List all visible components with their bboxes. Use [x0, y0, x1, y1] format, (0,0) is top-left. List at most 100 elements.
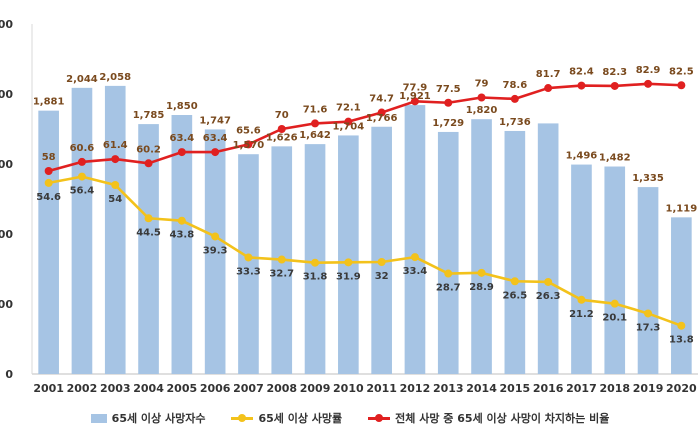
share-value-label: 61.4	[103, 140, 128, 151]
legend-item-rate: 65세 이상 사망률	[231, 410, 342, 426]
share-value-label: 63.4	[170, 133, 195, 144]
share-point	[211, 148, 220, 157]
rate-point	[211, 232, 220, 241]
x-tick-label: 2001	[33, 382, 64, 395]
bar-value-label: 1,570	[233, 140, 265, 151]
share-point	[177, 148, 186, 157]
bar-value-label: 2,044	[66, 74, 98, 85]
y-tick-label: 0	[5, 368, 13, 381]
bar-value-label: 2,058	[99, 72, 131, 83]
legend-label-share: 전체 사망 중 65세 이상 사망이 차지하는 비율	[395, 412, 610, 425]
bar-value-label: 1,704	[333, 121, 365, 132]
bar	[71, 87, 93, 374]
x-tick-label: 2007	[233, 382, 264, 395]
y-tick-label: 1,500	[0, 158, 13, 171]
rate-value-label: 28.9	[469, 282, 494, 293]
share-point	[77, 157, 86, 166]
share-point	[477, 93, 486, 102]
bar-value-label: 1,820	[466, 105, 498, 116]
rate-point	[410, 253, 419, 262]
share-point	[111, 155, 120, 164]
rate-value-label: 13.8	[669, 335, 694, 346]
bar-value-label: 1,496	[566, 151, 598, 162]
legend-swatch-bar	[90, 413, 107, 423]
share-value-label: 79	[475, 79, 489, 90]
rate-point	[544, 277, 553, 286]
rate-value-label: 32	[375, 271, 389, 282]
bar	[471, 119, 492, 374]
share-point	[144, 159, 153, 168]
bar	[537, 123, 559, 375]
bar	[604, 166, 626, 374]
bar	[637, 187, 659, 374]
x-tick-label: 2015	[500, 382, 531, 395]
bar-value-label: 1,766	[366, 113, 398, 124]
bar	[437, 131, 459, 374]
share-value-label: 82.4	[569, 67, 594, 78]
bar	[404, 105, 426, 374]
x-tick-label: 2008	[266, 382, 297, 395]
x-tick-label: 2006	[200, 382, 231, 395]
rate-point	[144, 214, 153, 223]
rate-point	[477, 268, 486, 277]
share-point	[44, 167, 53, 175]
bar-value-label: 1,729	[432, 118, 464, 129]
x-tick-label: 2020	[666, 382, 697, 395]
share-value-label: 72.1	[336, 103, 361, 114]
share-value-label: 58	[42, 152, 56, 163]
share-point	[510, 94, 519, 103]
rate-point	[444, 269, 453, 278]
rate-value-label: 44.5	[136, 227, 161, 238]
share-value-label: 78.6	[503, 80, 528, 91]
y-tick-label: 2,000	[0, 88, 13, 101]
rate-value-label: 54	[108, 194, 122, 205]
bar	[504, 130, 526, 374]
bars	[38, 85, 692, 375]
x-tick-label: 2009	[300, 382, 331, 395]
rate-value-label: 32.7	[269, 269, 294, 280]
x-tick-label: 2003	[100, 382, 131, 395]
rate-point	[244, 253, 253, 262]
x-tick-label: 2018	[599, 382, 630, 395]
share-value-label: 71.6	[303, 104, 328, 115]
rate-point	[644, 309, 653, 318]
share-value-label: 77.5	[436, 84, 461, 95]
bar-value-label: 1,850	[166, 101, 198, 112]
bar-value-label: 1,626	[266, 132, 298, 143]
lines	[44, 79, 686, 330]
bar-value-label: 1,881	[33, 97, 65, 108]
share-point	[344, 117, 353, 126]
share-value-label: 82.9	[636, 65, 661, 76]
rate-point	[311, 258, 320, 267]
share-point	[544, 84, 553, 93]
x-tick-label: 2014	[466, 382, 497, 395]
bar	[338, 135, 359, 374]
legend-label-rate: 65세 이상 사망률	[258, 412, 343, 425]
rate-point	[111, 181, 120, 189]
rate-value-label: 17.3	[636, 322, 661, 333]
bar	[138, 124, 159, 374]
x-tick-label: 2004	[133, 382, 164, 395]
share-point	[244, 140, 253, 149]
legend-swatch-yellow-line	[231, 413, 254, 423]
rate-point	[177, 216, 186, 225]
rate-value-label: 33.3	[236, 266, 261, 277]
bar	[171, 115, 193, 374]
bar-value-label: 1,119	[666, 203, 698, 214]
rate-value-label: 54.6	[36, 192, 61, 203]
share-point	[677, 81, 686, 90]
legend-label-deaths: 65세 이상 사망자수	[111, 412, 206, 425]
x-tick-label: 2002	[67, 382, 98, 395]
bar-value-label: 1,642	[299, 130, 331, 141]
share-value-label: 63.4	[203, 133, 228, 144]
bar-value-label: 1,747	[199, 115, 231, 126]
rate-point	[577, 295, 586, 304]
x-tick-label: 2005	[167, 382, 198, 395]
share-value-label: 60.6	[70, 143, 95, 154]
rate-value-label: 31.8	[303, 272, 328, 283]
share-point	[644, 79, 653, 88]
bar	[104, 85, 126, 374]
legend-item-share: 전체 사망 중 65세 이상 사망이 차지하는 비율	[368, 410, 609, 426]
share-point	[577, 81, 586, 90]
bar	[371, 126, 392, 374]
